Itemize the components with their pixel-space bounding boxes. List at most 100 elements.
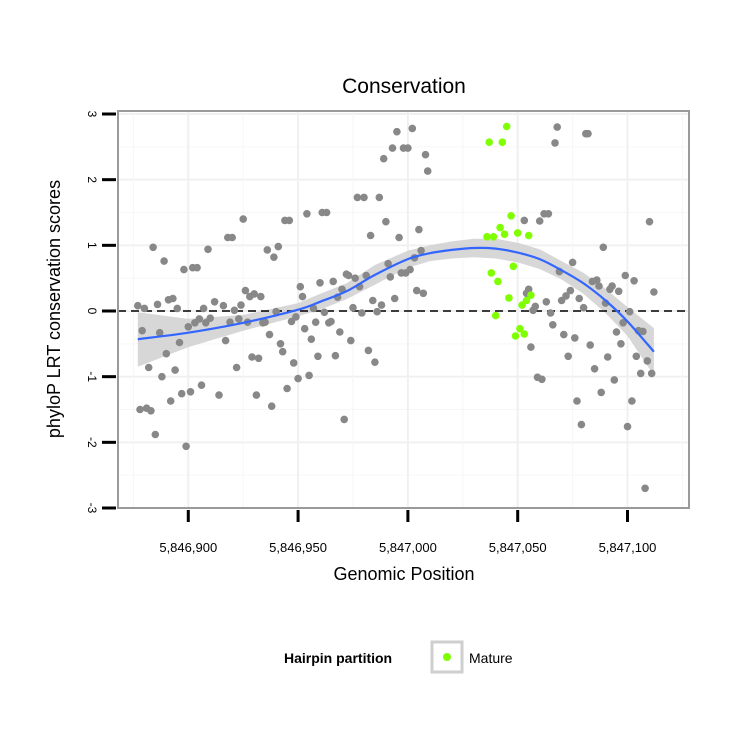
- point-mature: [500, 230, 509, 238]
- point-background: [193, 263, 201, 272]
- point-mature: [496, 223, 504, 232]
- x-tick-label: 5,847,000: [379, 540, 437, 555]
- point-background: [309, 304, 318, 313]
- point-background: [300, 324, 309, 333]
- point-background: [577, 420, 586, 429]
- point-background: [573, 397, 581, 405]
- point-background: [177, 389, 186, 398]
- x-axis: 5,846,900 5,846,950 5,847,000 5,847,050 5,84…: [159, 510, 656, 555]
- point-background: [349, 303, 357, 312]
- point-background: [406, 265, 414, 274]
- plot-panel: [117, 110, 690, 509]
- point-background: [237, 301, 245, 309]
- point-mature: [516, 324, 524, 333]
- point-background: [298, 292, 307, 301]
- point-mature: [502, 122, 511, 131]
- point-background: [347, 336, 355, 345]
- point-background: [636, 369, 645, 378]
- point-background: [166, 397, 175, 405]
- x-axis-title: Genomic Position: [333, 564, 474, 584]
- point-background: [153, 300, 162, 309]
- point-background: [586, 341, 594, 349]
- point-background: [621, 271, 630, 280]
- point-background: [610, 376, 619, 384]
- point-mature: [505, 294, 513, 302]
- point-background: [593, 276, 601, 284]
- point-mature: [507, 212, 515, 220]
- point-background: [314, 352, 322, 361]
- point-background: [373, 307, 381, 316]
- point-background: [338, 285, 346, 294]
- point-background: [408, 124, 417, 133]
- point-background: [180, 265, 188, 274]
- chart-title: Conservation: [342, 75, 466, 98]
- point-background: [568, 258, 577, 267]
- ribbon-area: [137, 238, 654, 376]
- point-background: [369, 296, 377, 305]
- point-background: [560, 330, 568, 339]
- point-background: [643, 357, 652, 365]
- point-background: [263, 246, 272, 254]
- point-background: [215, 391, 223, 399]
- point-background: [285, 216, 294, 225]
- point-background: [151, 430, 160, 439]
- point-background: [632, 352, 641, 361]
- point-background: [366, 231, 375, 240]
- point-background: [289, 359, 298, 367]
- x-tick-label: 5,846,950: [269, 540, 327, 555]
- point-background: [283, 384, 291, 393]
- trend-line: [137, 246, 655, 353]
- point-background: [206, 314, 214, 323]
- point-background: [535, 217, 544, 225]
- legend-swatch-mature: [443, 653, 451, 661]
- point-background: [270, 253, 278, 261]
- point-background: [331, 351, 340, 360]
- point-mature: [491, 311, 500, 320]
- point-background: [571, 334, 579, 342]
- point-background: [579, 303, 588, 312]
- point-background: [184, 323, 193, 331]
- point-background: [272, 307, 280, 316]
- point-background: [415, 225, 423, 234]
- point-background: [382, 217, 390, 226]
- point-background: [228, 233, 236, 242]
- point-mature: [487, 269, 496, 277]
- point-background: [395, 233, 403, 242]
- point-mature: [520, 330, 529, 338]
- point-background: [575, 294, 583, 303]
- point-background: [278, 347, 287, 356]
- point-background: [329, 277, 338, 286]
- point-mature: [527, 291, 535, 300]
- point-background: [623, 422, 632, 431]
- point-background: [617, 340, 625, 348]
- y-tick-label: 2: [85, 176, 99, 183]
- point-background: [390, 294, 399, 303]
- point-background: [182, 442, 190, 451]
- point-background: [316, 279, 324, 287]
- point-background: [625, 307, 634, 316]
- point-background: [239, 215, 247, 223]
- point-background: [254, 354, 263, 363]
- point-background: [199, 304, 208, 313]
- point-background: [386, 273, 395, 281]
- point-background: [158, 372, 166, 381]
- point-background: [647, 369, 656, 378]
- point-background: [524, 285, 533, 294]
- point-background: [553, 123, 561, 131]
- y-tick-label: -3: [85, 503, 99, 514]
- point-background: [351, 274, 360, 283]
- point-background: [628, 397, 636, 405]
- point-background: [186, 388, 195, 396]
- point-background: [544, 210, 553, 218]
- point-background: [267, 402, 276, 411]
- point-background: [221, 336, 230, 345]
- point-mature: [513, 229, 522, 237]
- point-background: [379, 154, 388, 163]
- point-background: [155, 328, 164, 337]
- point-background: [362, 271, 371, 280]
- point-background: [608, 282, 616, 290]
- point-background: [276, 340, 285, 348]
- point-background: [566, 286, 575, 295]
- point-background: [404, 144, 412, 152]
- point-background: [551, 139, 559, 147]
